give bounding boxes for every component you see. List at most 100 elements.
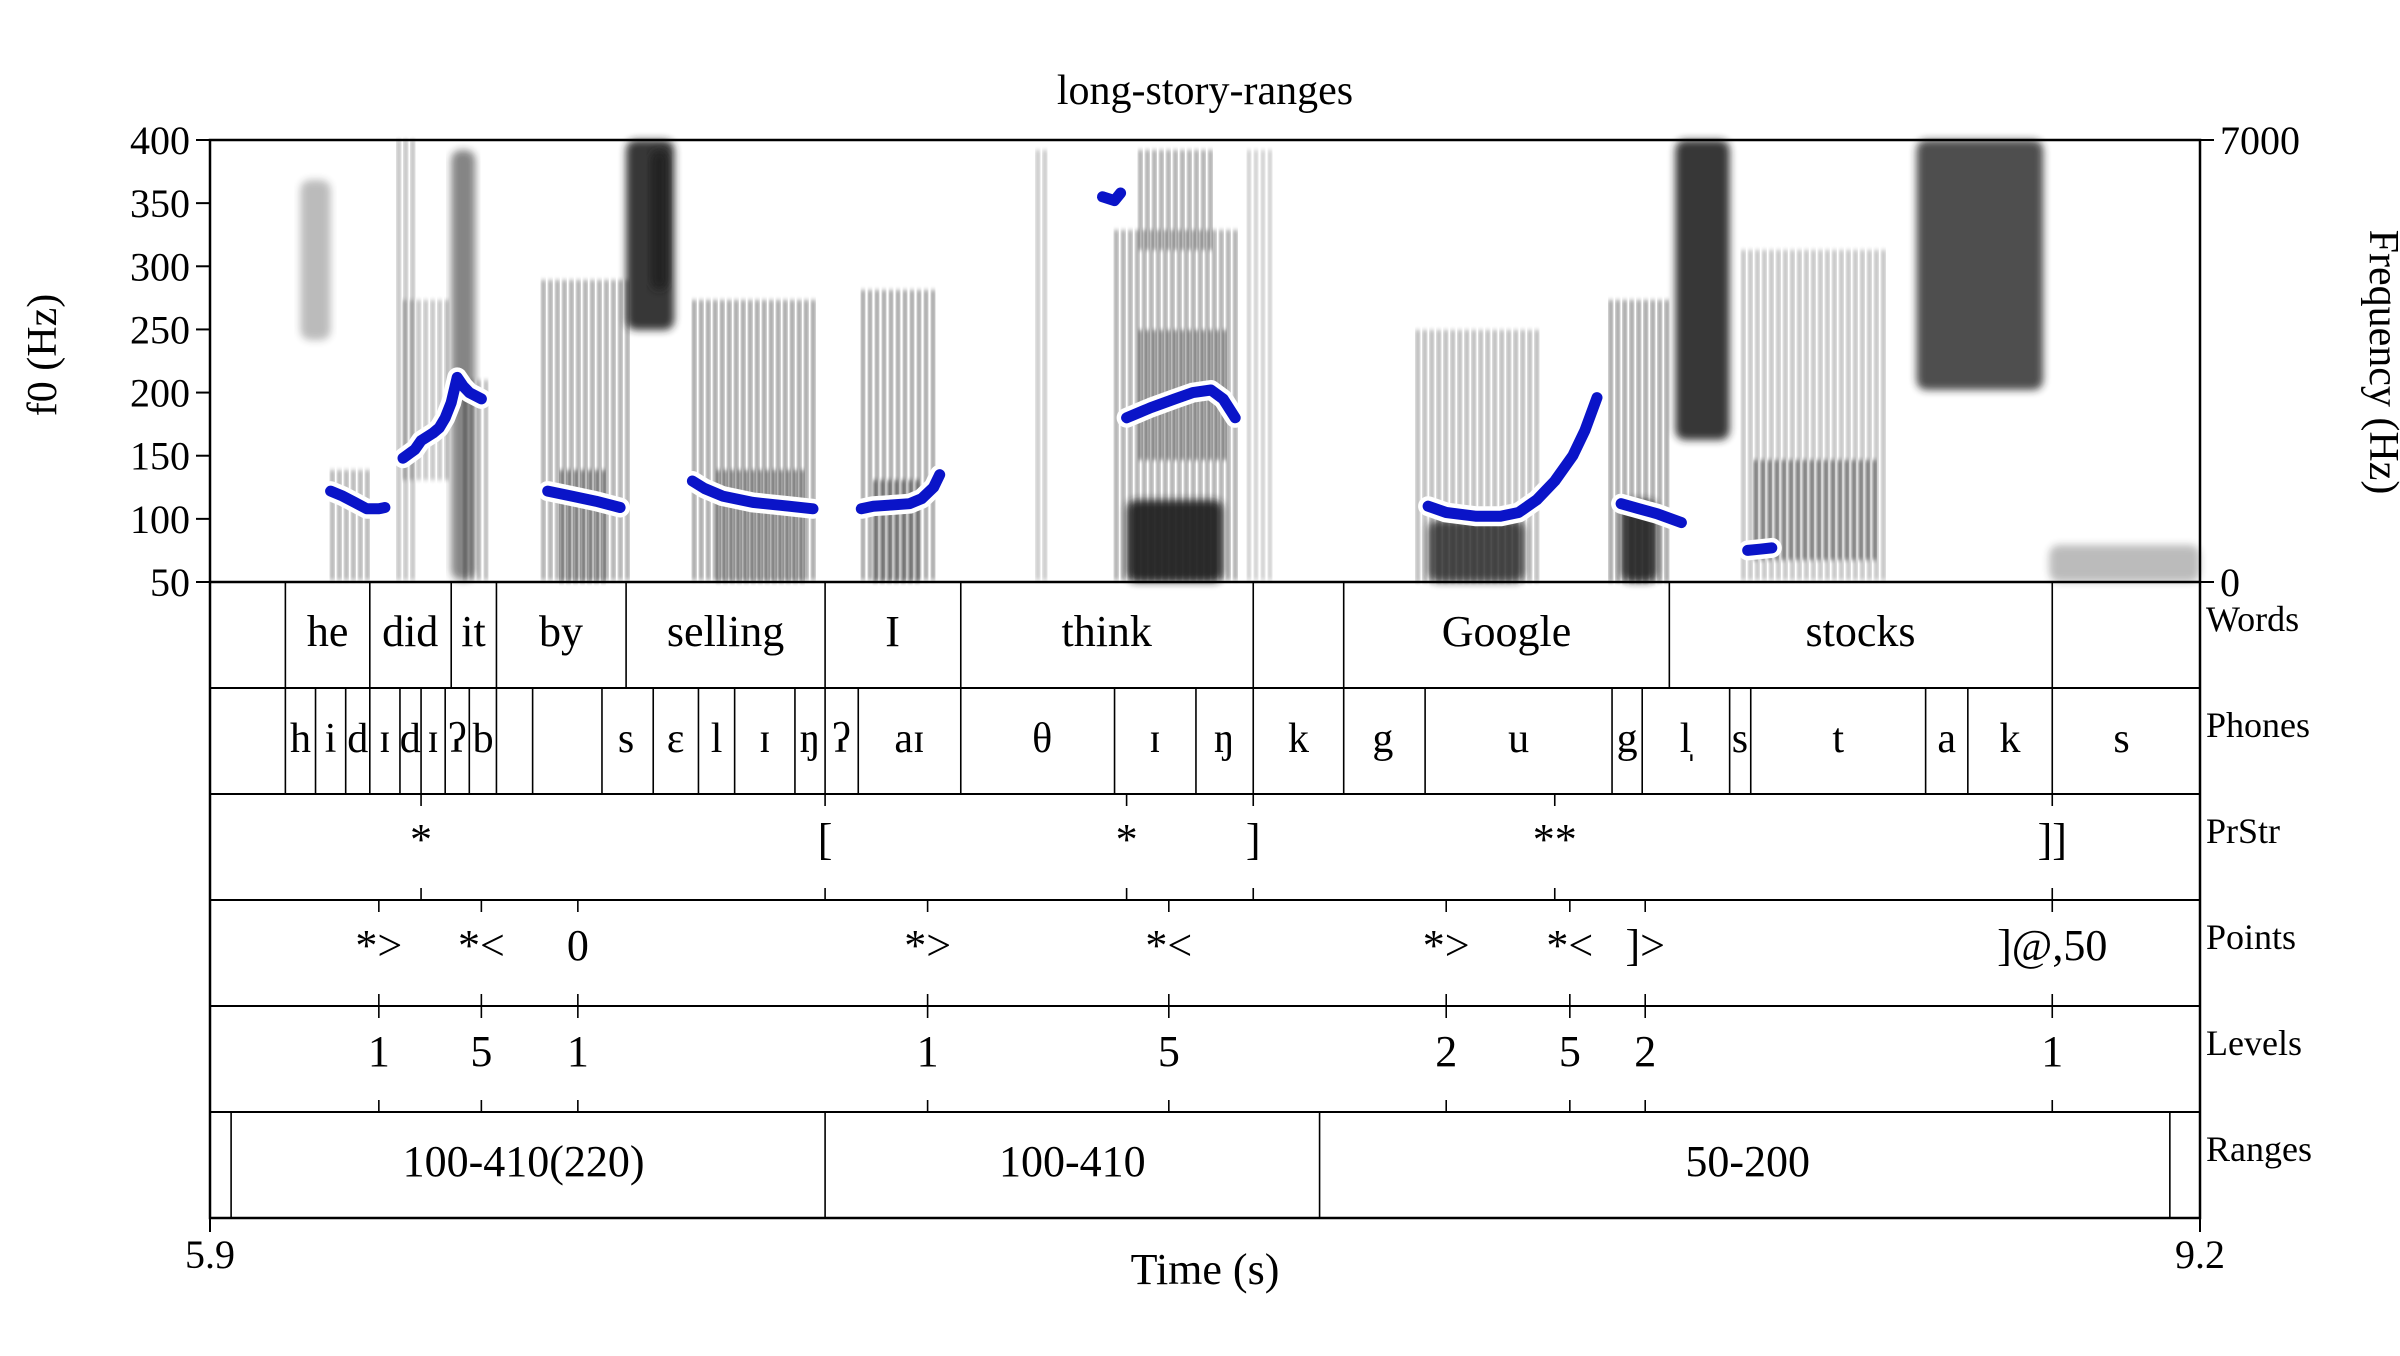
tier-name-words: Words bbox=[2206, 599, 2299, 639]
points-label: ]> bbox=[1625, 921, 1664, 970]
ranges-label: 50-200 bbox=[1685, 1137, 1810, 1186]
y-tick-label: 250 bbox=[130, 307, 190, 352]
points-label: ]@,50 bbox=[1997, 921, 2107, 970]
y-tick-label: 50 bbox=[150, 560, 190, 605]
phones-label: ɪ bbox=[379, 716, 391, 762]
words-label: selling bbox=[667, 607, 784, 656]
tier-name-levels: Levels bbox=[2206, 1023, 2302, 1063]
x-tick-label: 9.2 bbox=[2175, 1232, 2225, 1277]
f0-contour-8 bbox=[1422, 392, 1603, 522]
phones-label: k bbox=[2000, 716, 2021, 762]
phones-label: d bbox=[347, 716, 368, 762]
tier-name-ranges: Ranges bbox=[2206, 1129, 2312, 1169]
words-label: it bbox=[461, 607, 485, 656]
y-axis-label: f0 (Hz) bbox=[20, 294, 66, 416]
words-label: think bbox=[1061, 607, 1151, 656]
chart-title: long-story-ranges bbox=[1057, 68, 1353, 114]
points-label: *< bbox=[1145, 921, 1192, 970]
y-right-tick-label: 7000 bbox=[2220, 118, 2300, 163]
phones-label: b bbox=[473, 716, 494, 762]
levels-label: 1 bbox=[917, 1027, 939, 1076]
prstr-label: * bbox=[1116, 815, 1138, 864]
phones-label: l̩ bbox=[1680, 716, 1694, 762]
y-tick-label: 150 bbox=[130, 434, 190, 479]
phones-label: d bbox=[400, 716, 421, 762]
ranges-label: 100-410(220) bbox=[403, 1137, 645, 1186]
f0-contours bbox=[320, 183, 1782, 561]
y-tick-label: 400 bbox=[130, 118, 190, 163]
plot-frame bbox=[208, 138, 2202, 1220]
phones-label: a bbox=[1937, 716, 1956, 762]
levels-label: 5 bbox=[1158, 1027, 1180, 1076]
phones-label: h bbox=[290, 716, 311, 762]
phones-label: s bbox=[618, 716, 634, 762]
points-label: 0 bbox=[567, 921, 589, 970]
phones-label: g bbox=[1372, 716, 1393, 762]
f0-contour-10 bbox=[1742, 542, 1778, 556]
prstr-label: ]] bbox=[2038, 815, 2067, 864]
phones-label: θ bbox=[1032, 716, 1052, 762]
f0-contour-1 bbox=[325, 485, 391, 515]
phones-label: g bbox=[1617, 716, 1638, 762]
tier-name-prstr: PrStr bbox=[2206, 811, 2280, 851]
points-label: *< bbox=[458, 921, 505, 970]
phones-label: k bbox=[1288, 716, 1309, 762]
words-label: Google bbox=[1442, 607, 1572, 656]
words-label: by bbox=[539, 607, 583, 656]
phones-label: ɪ bbox=[759, 716, 771, 762]
points-label: *> bbox=[355, 921, 402, 970]
phones-label: ŋ bbox=[1214, 716, 1235, 762]
f0-contour-5 bbox=[855, 469, 946, 515]
f0-contour-6 bbox=[1097, 187, 1127, 207]
levels-label: 1 bbox=[368, 1027, 390, 1076]
y-right-tick-label: 0 bbox=[2220, 560, 2240, 605]
phones-label: aɪ bbox=[894, 716, 924, 762]
y-tick-label: 200 bbox=[130, 371, 190, 416]
phones-label: u bbox=[1508, 716, 1529, 762]
points-label: *< bbox=[1546, 921, 1593, 970]
f0-contour-2 bbox=[397, 371, 487, 464]
f0-contour-9 bbox=[1615, 498, 1687, 529]
f0-contour-7 bbox=[1121, 384, 1241, 424]
x-axis-label: Time (s) bbox=[1131, 1245, 1280, 1294]
tier-name-points: Points bbox=[2206, 917, 2296, 957]
points-label: *> bbox=[904, 921, 951, 970]
words-label: did bbox=[382, 607, 438, 656]
f0-contour-4 bbox=[686, 475, 819, 515]
tier-name-phones: Phones bbox=[2206, 705, 2310, 745]
phones-label: ŋ bbox=[800, 716, 821, 762]
phones-label: ʔ bbox=[832, 716, 851, 762]
phones-label: l bbox=[711, 716, 723, 762]
spectrogram bbox=[300, 140, 2200, 582]
phones-label: ɛ bbox=[667, 716, 685, 762]
phones-label: ɪ bbox=[427, 716, 439, 762]
words-label: I bbox=[885, 607, 900, 656]
phones-label: ɪ bbox=[1149, 716, 1161, 762]
levels-label: 2 bbox=[1435, 1027, 1457, 1076]
levels-label: 5 bbox=[470, 1027, 492, 1076]
phones-label: ʔ bbox=[448, 716, 467, 762]
levels-label: 1 bbox=[2041, 1027, 2063, 1076]
y-tick-label: 100 bbox=[130, 497, 190, 542]
y-tick-label: 350 bbox=[130, 181, 190, 226]
ranges-label: 100-410 bbox=[999, 1137, 1146, 1186]
prstr-label: ] bbox=[1246, 815, 1261, 864]
points-label: *> bbox=[1423, 921, 1470, 970]
words-label: he bbox=[307, 607, 349, 656]
phones-label: s bbox=[2113, 716, 2129, 762]
phones-label: i bbox=[325, 716, 337, 762]
phones-label: t bbox=[1832, 716, 1844, 762]
phones-label: s bbox=[1732, 716, 1748, 762]
levels-label: 1 bbox=[567, 1027, 589, 1076]
prstr-label: * bbox=[410, 815, 432, 864]
levels-label: 5 bbox=[1559, 1027, 1581, 1076]
prstr-label: ** bbox=[1533, 815, 1577, 864]
y-tick-label: 300 bbox=[130, 244, 190, 289]
prstr-label: [ bbox=[818, 815, 833, 864]
y-axis-right-label: Frequency (Hz) bbox=[2360, 230, 2400, 495]
levels-label: 2 bbox=[1634, 1027, 1656, 1076]
words-label: stocks bbox=[1805, 607, 1915, 656]
